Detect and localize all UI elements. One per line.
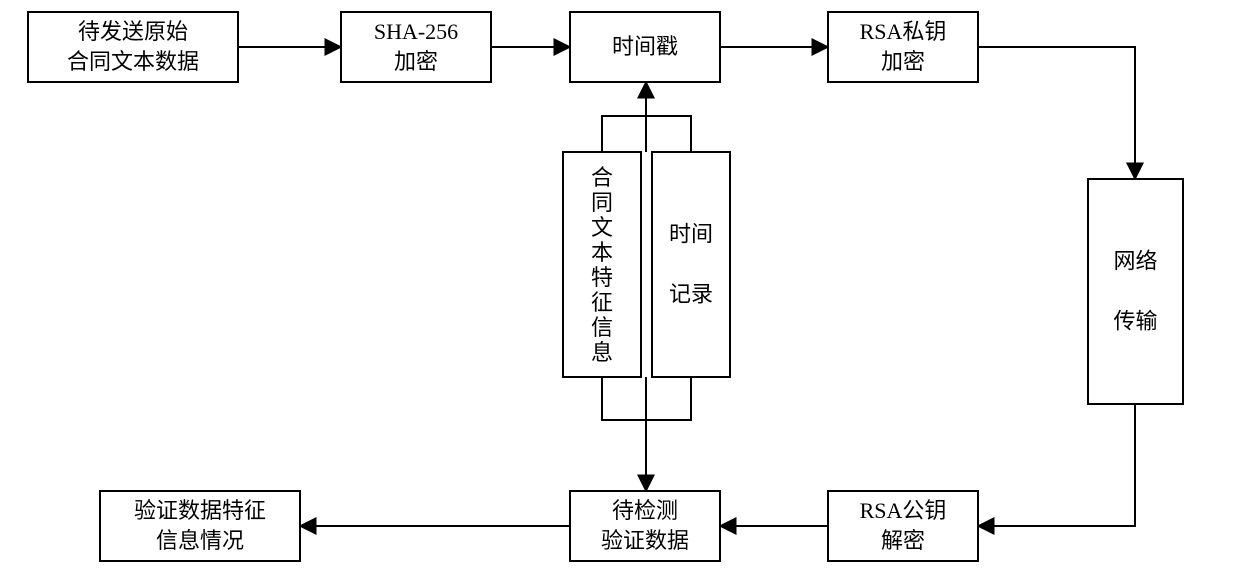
- node-label: 网络: [1113, 249, 1157, 274]
- node-label: 解密: [881, 528, 925, 553]
- edge: [978, 47, 1135, 179]
- node-n8: RSA公钥解密: [828, 491, 978, 561]
- node-label: 信: [591, 315, 613, 340]
- edge: [978, 404, 1135, 526]
- node-label: 时间: [669, 222, 713, 247]
- node-label: SHA-256: [374, 19, 458, 44]
- node-label: 加密: [881, 49, 925, 74]
- edge: [602, 116, 646, 152]
- node-label: 息: [591, 340, 613, 365]
- node-n3: 时间戳: [570, 12, 720, 82]
- node-label: 信息情况: [156, 528, 244, 553]
- node-label: 传输: [1113, 309, 1157, 334]
- node-label: 本: [591, 240, 613, 265]
- edge: [602, 377, 646, 420]
- node-label: 待检测: [612, 498, 678, 523]
- node-label: 征: [591, 290, 613, 315]
- node-label: RSA私钥: [860, 19, 947, 44]
- node-label: 文: [591, 215, 613, 240]
- node-label: 时间戳: [612, 34, 678, 59]
- node-n5: 网络传输: [1088, 179, 1183, 404]
- node-label: 记录: [669, 282, 713, 307]
- node-n2: SHA-256 加密: [341, 12, 491, 82]
- node-n1: 待发送原始合同文本数据: [28, 12, 238, 82]
- edge: [646, 377, 691, 420]
- node-n4: RSA私钥加密: [828, 12, 978, 82]
- node-label: 特: [591, 265, 613, 290]
- node-n9: 待检测验证数据: [570, 491, 720, 561]
- node-n6: 合同文本特征信息: [563, 152, 641, 377]
- node-label: 待发送原始: [78, 19, 188, 44]
- node-label: 同: [591, 190, 613, 215]
- node-label: 合同文本数据: [67, 49, 199, 74]
- node-n7: 时间记录: [652, 152, 730, 377]
- node-label: 验证数据特征: [134, 498, 266, 523]
- node-n10: 验证数据特征信息情况: [100, 491, 300, 561]
- node-label: 加密: [394, 49, 438, 74]
- edge: [646, 116, 691, 152]
- node-label: RSA公钥: [860, 498, 947, 523]
- node-label: 验证数据: [601, 528, 689, 553]
- node-label: 合: [591, 165, 613, 190]
